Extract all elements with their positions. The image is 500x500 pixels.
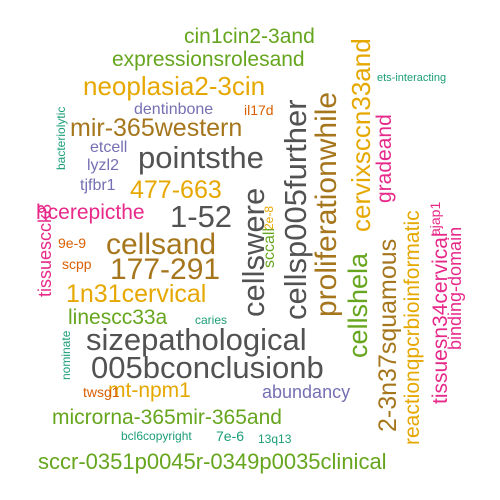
word-caries: caries [195,313,228,327]
word-ajap1: ajap1 [427,201,443,236]
word-cellsand: cellsand [106,228,217,261]
word-bacteriolytic: bacteriolytic [54,106,68,170]
word-sccall: sccall [261,227,278,268]
word-bcl6copyright: bcl6copyright [121,429,192,443]
word-twsg1: twsg1 [83,384,120,400]
word-binding-domain: binding-domain [445,226,465,350]
word-mir-365western: mir-365western [70,114,243,142]
word-nominate: nominate [59,330,73,380]
word-il17d: il17d [244,102,274,118]
word-etcell: etcell [90,139,128,156]
word-neoplasia2-3cin: neoplasia2-3cin [83,71,266,101]
word-cellshela: cellshela [343,252,373,358]
word-1-52: 1-52 [170,199,233,234]
word-expressionsrolesand: expressionsrolesand [112,48,305,71]
word-tjfbr1: tjfbr1 [80,177,116,194]
word-scpp: scpp [62,256,92,272]
word-hcerepicthe: hcerepicthe [36,201,145,224]
word-1n31cervical: 1n31cervical [66,280,207,308]
word-cin1cin2-3and: cin1cin2-3and [184,25,315,48]
word-ets-interacting: ets-interacting [377,72,447,84]
word-477-663: 477-663 [130,176,222,204]
word-sizepathological: sizepathological [86,322,307,357]
word-reactionqpcrbioinformatic: reactionqpcrbioinformatic [401,210,424,445]
word-proliferationwhile: proliferationwhile [310,91,343,317]
word-cervixsccn33and: cervixsccn33and [346,38,376,232]
word-pointsthe: pointsthe [138,140,264,175]
word-005bconclusionb: 005bconclusionb [91,350,324,385]
word-linescc33a: linescc33a [68,306,168,329]
word-9e-9: 9e-9 [58,235,87,251]
word-sccr-0351p0045r-0349p0035clinical: sccr-0351p0045r-0349p0035clinical [38,449,387,474]
word-tissuescck8: tissuescck8 [35,203,55,297]
word-cellsp005further: cellsp005further [278,99,313,320]
word-177-291: 177-291 [110,253,221,286]
word-13q13: 13q13 [258,432,292,446]
word-lyzl2: lyzl2 [87,157,120,174]
word-2-3n37squamous: 2-3n37squamous [374,238,402,432]
word-abundancy: abundancy [262,382,351,402]
word-mt-npm1: mt-npm1 [108,379,191,402]
word-7e-6: 7e-6 [216,428,245,444]
word-gradeand: gradeand [373,114,396,203]
word-2e-8: 2e-8 [262,205,276,230]
word-dentinbone: dentinbone [134,101,214,118]
word-microrna-365mir-365and: microrna-365mir-365and [52,406,282,429]
